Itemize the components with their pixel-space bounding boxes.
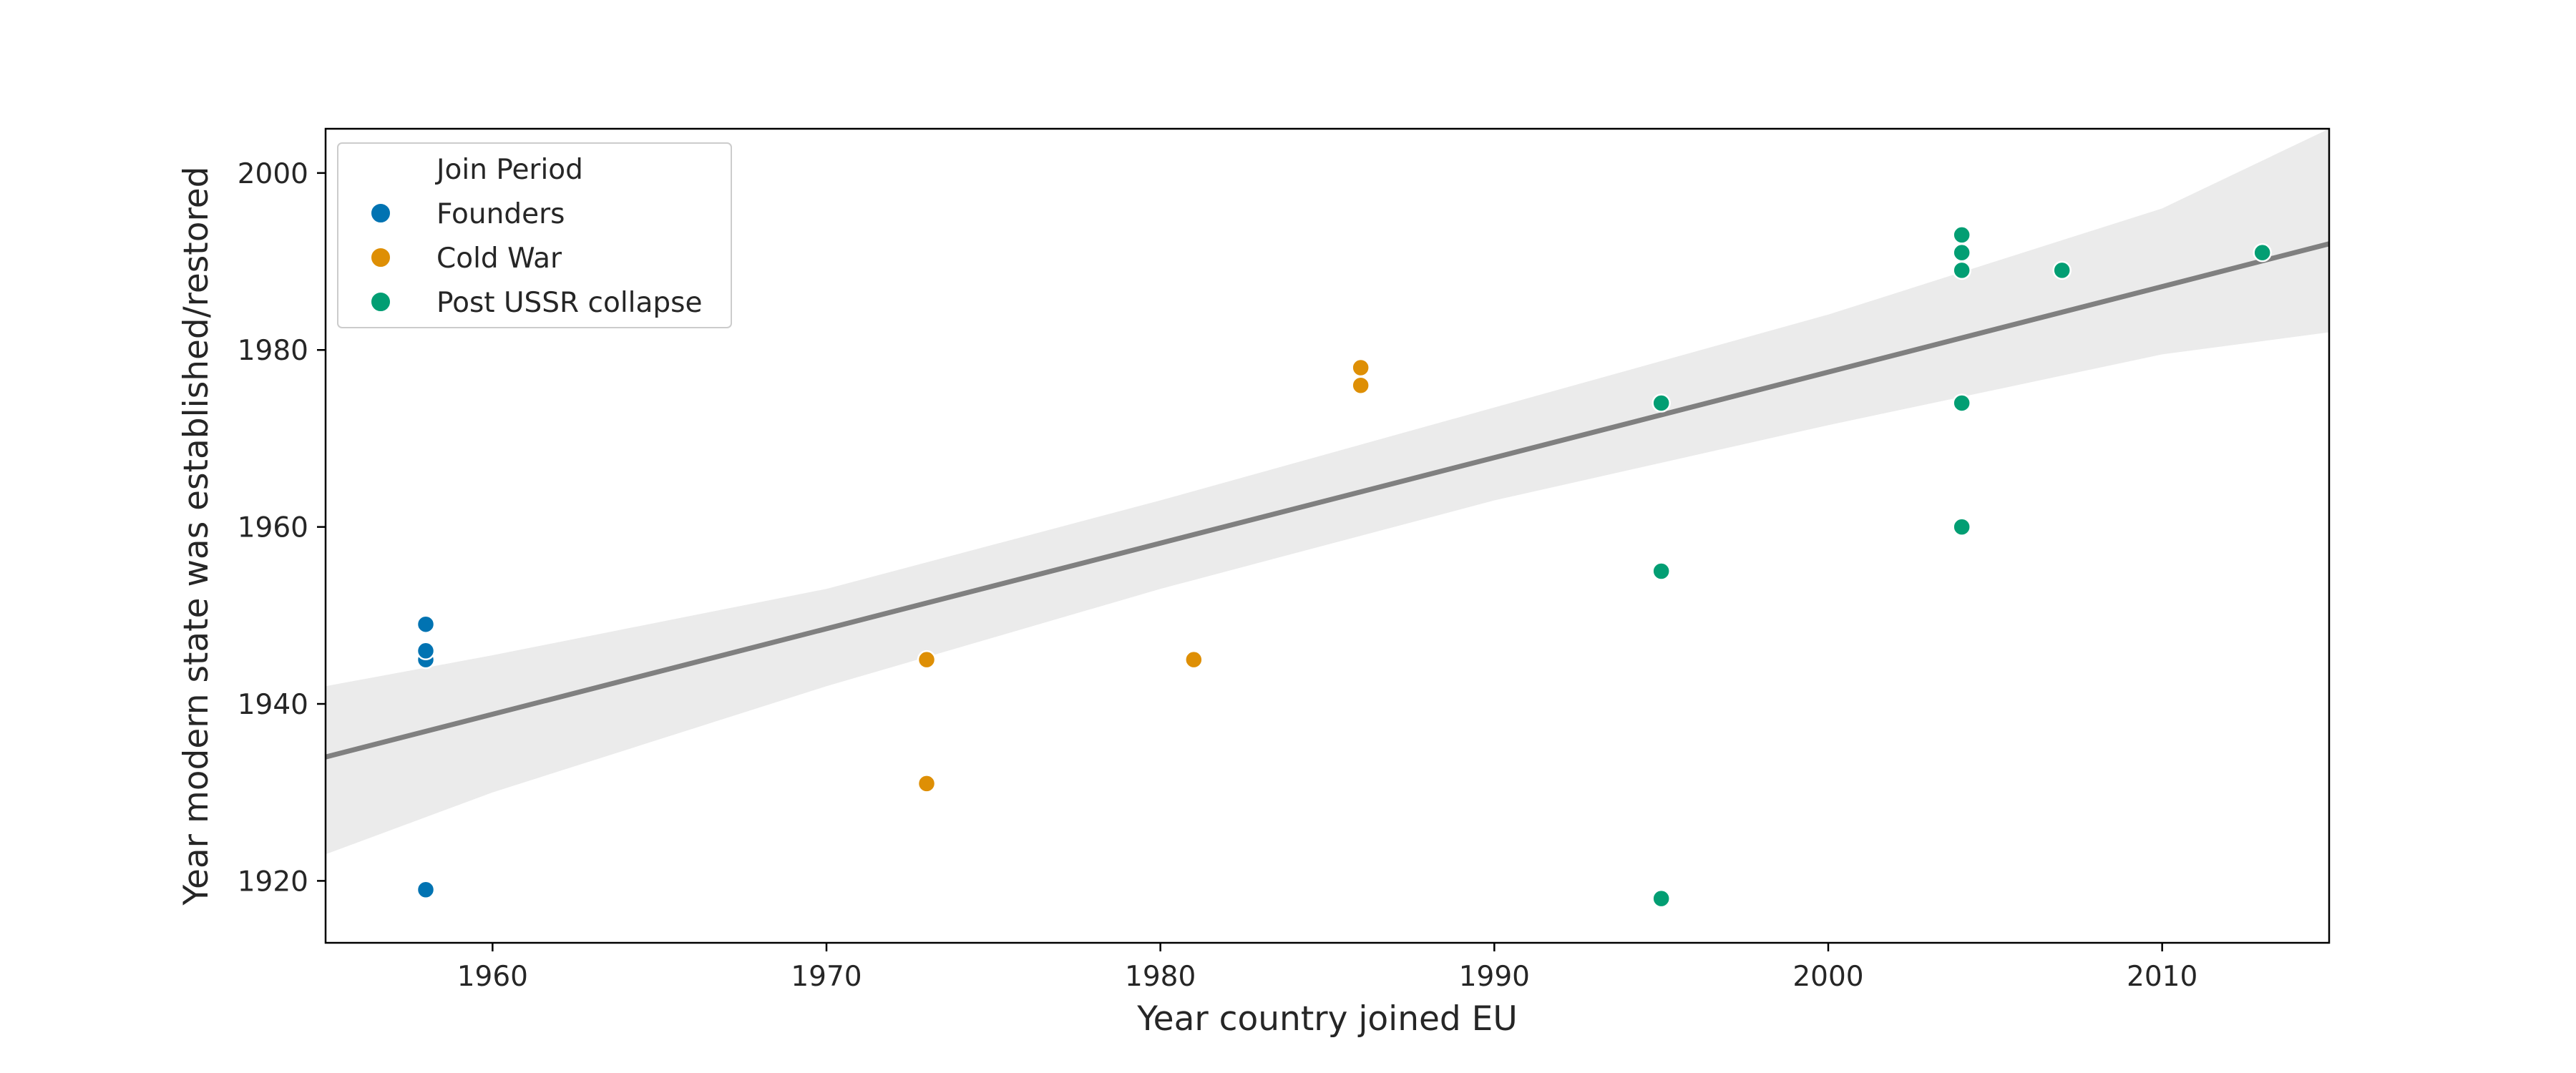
x-tick-label: 1980: [1125, 961, 1196, 993]
legend-marker: [370, 291, 391, 313]
data-point: [2052, 260, 2072, 280]
data-point: [917, 650, 937, 670]
confidence-band: [326, 129, 2329, 855]
legend-marker: [370, 202, 391, 224]
data-point: [917, 774, 937, 793]
x-axis-title: Year country joined EU: [1136, 999, 1518, 1039]
x-tick-label: 2010: [2127, 961, 2197, 993]
y-tick-label: 1980: [238, 335, 308, 367]
y-axis-title: Year modern state was established/restor…: [177, 167, 216, 906]
data-point: [1351, 376, 1370, 395]
x-tick-label: 1990: [1459, 961, 1530, 993]
x-tick-label: 1960: [457, 961, 528, 993]
data-point: [1952, 242, 1971, 263]
legend-items: Founders Cold War Post USSR collapse: [370, 198, 703, 319]
legend-title: Join Period: [434, 154, 583, 186]
regression-line-layer: [325, 241, 2330, 760]
data-point: [2253, 242, 2272, 263]
x-tick-label: 2000: [1792, 961, 1863, 993]
plot-area-frame: [324, 127, 2331, 944]
legend-label: Post USSR collapse: [436, 287, 703, 319]
legend: Join Period Founders Cold War Post USSR co…: [337, 142, 732, 328]
data-point: [1952, 517, 1971, 536]
confidence-band-layer: [326, 129, 2329, 855]
regression-line: [325, 241, 2330, 760]
data-point: [1184, 650, 1204, 670]
data-point: [1952, 393, 1971, 413]
data-point: [416, 641, 436, 661]
data-points-layer: [416, 225, 2272, 908]
x-axis-ticks: 1960 1970 1980 1990 2000 2010: [457, 943, 2197, 993]
legend-label: Cold War: [436, 242, 562, 275]
y-tick-label: 2000: [238, 158, 308, 190]
y-axis-ticks: 1920 1940 1960 1980 2000: [238, 158, 326, 898]
legend-label: Founders: [436, 198, 565, 230]
legend-box: [337, 142, 732, 328]
data-point: [1652, 562, 1671, 581]
data-point: [416, 614, 436, 634]
data-point: [1952, 260, 1971, 280]
y-tick-label: 1920: [238, 866, 308, 898]
data-point: [1652, 393, 1671, 413]
data-point: [1952, 225, 1971, 245]
y-tick-label: 1960: [238, 512, 308, 544]
data-point: [416, 880, 436, 900]
x-tick-label: 1970: [791, 961, 862, 993]
data-point: [1652, 888, 1671, 908]
data-point: [1351, 358, 1370, 378]
y-tick-label: 1940: [238, 689, 308, 721]
legend-marker: [370, 247, 391, 268]
